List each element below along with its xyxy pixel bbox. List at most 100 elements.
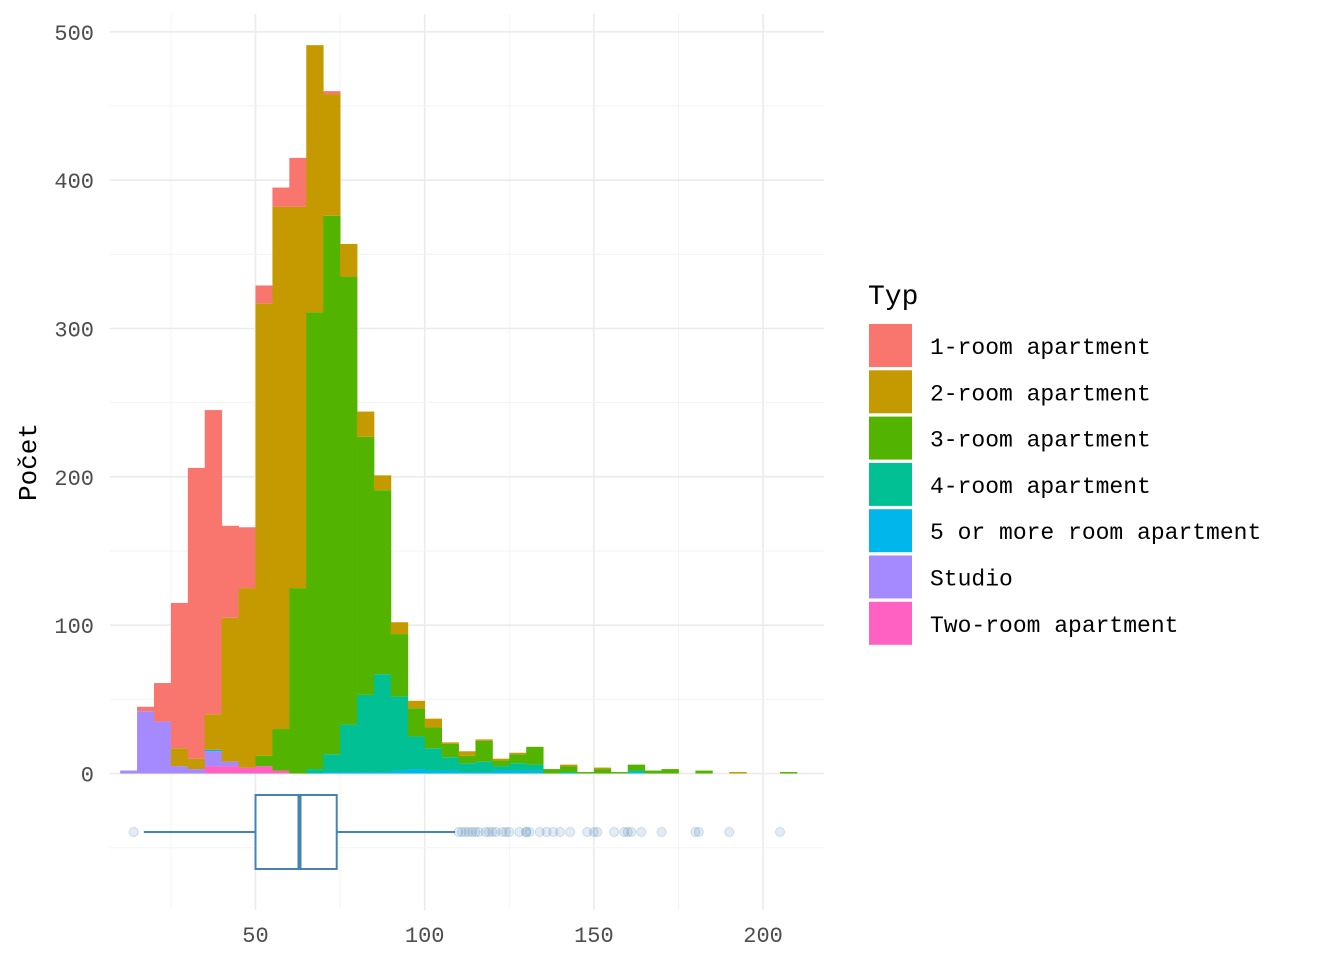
- boxplot-box: [254, 794, 338, 870]
- histogram-bar: [475, 772, 493, 774]
- boxplot-outlier: [724, 827, 735, 837]
- legend-entry-label: 3-room apartment: [930, 428, 1151, 454]
- histogram-bar: [255, 755, 273, 767]
- histogram-bar: [509, 754, 527, 764]
- histogram-bar: [560, 766, 578, 773]
- histogram-bar: [492, 758, 510, 761]
- x-tick-label: 150: [574, 924, 614, 949]
- histogram-bar: [221, 525, 239, 618]
- histogram-bar: [475, 761, 493, 773]
- histogram-bar: [357, 772, 375, 774]
- histogram-bar: [390, 622, 409, 635]
- boxplot-outlier: [626, 827, 637, 837]
- boxplot-outlier: [460, 827, 471, 837]
- histogram-bar: [120, 770, 138, 774]
- histogram-bar: [289, 206, 307, 589]
- boxplot-outlier: [467, 827, 478, 837]
- histogram-bar: [390, 634, 409, 697]
- legend-title: Typ: [868, 282, 918, 313]
- histogram-bar: [306, 769, 324, 774]
- boxplot-outlier: [453, 827, 464, 837]
- histogram-bar: [441, 742, 459, 744]
- histogram-bar: [272, 729, 290, 771]
- histogram-bar: [560, 772, 578, 774]
- histogram-bar: [390, 770, 409, 774]
- histogram-bar: [407, 736, 426, 770]
- boxplot-outlier: [693, 827, 704, 837]
- legend-entry-label: 1-room apartment: [930, 335, 1151, 361]
- boxplot-outlier: [490, 827, 501, 837]
- histogram-bar: [458, 751, 476, 756]
- histogram-bar: [323, 91, 341, 95]
- legend-entry-label: 4-room apartment: [930, 474, 1151, 500]
- histogram-bar: [272, 187, 290, 207]
- histogram-bar: [187, 467, 206, 759]
- histogram-bar: [424, 727, 443, 749]
- histogram-bar: [340, 772, 358, 774]
- histogram-bar: [272, 770, 290, 774]
- histogram-bars: [120, 45, 798, 774]
- histogram-bar: [509, 770, 527, 774]
- boxplot-outlier: [456, 827, 467, 837]
- boxplot-outlier: [622, 827, 633, 837]
- boxplot-outlier: [582, 827, 593, 837]
- histogram-bar: [644, 770, 662, 774]
- y-tick-label: 100: [54, 615, 94, 640]
- histogram-bar: [323, 772, 341, 774]
- histogram-bar: [340, 243, 358, 277]
- legend-swatch: [869, 462, 912, 506]
- histogram-bar: [323, 215, 341, 755]
- histogram-bar: [509, 763, 527, 771]
- histogram-bar: [289, 588, 307, 774]
- histogram-bar: [407, 700, 426, 709]
- histogram-bar: [238, 527, 256, 589]
- axes: Počet 0 100 200 300 400 500 50 100 150 200: [14, 22, 783, 949]
- boxplot-outlier: [609, 827, 620, 837]
- histogram-bar: [593, 769, 612, 774]
- legend-entry-label: 5 or more room apartment: [930, 520, 1261, 546]
- histogram-bar: [407, 769, 426, 774]
- histogram-bar: [221, 617, 239, 762]
- histogram-bar: [340, 724, 358, 773]
- boxplot-outlier: [656, 827, 667, 837]
- histogram-bar: [627, 772, 646, 774]
- histogram-bar: [204, 751, 223, 767]
- histogram-bar: [187, 769, 206, 774]
- histogram-bar: [204, 766, 223, 774]
- histogram-bar: [373, 674, 392, 773]
- legend-entry-label: Studio: [930, 567, 1013, 593]
- boxplot-outlier: [588, 827, 599, 837]
- legend-swatch: [869, 324, 912, 367]
- legend: Typ 1-room apartment 2-room apartment 3-ro…: [868, 282, 1261, 645]
- histogram-bar: [255, 285, 273, 304]
- boxplot-outlier: [500, 827, 511, 837]
- histogram-bar: [221, 766, 239, 774]
- histogram-bar: [576, 772, 595, 774]
- boxplot-outlier: [565, 827, 576, 837]
- y-axis-title: Počet: [14, 423, 44, 501]
- legend-entry-label: 2-room apartment: [930, 381, 1151, 407]
- histogram-bar: [593, 767, 612, 770]
- boxplot-outlier: [555, 827, 566, 837]
- histogram-bar: [238, 588, 256, 768]
- boxplot-outlier: [514, 827, 525, 837]
- boxplot-outlier: [541, 827, 552, 837]
- boxplot-outlier: [480, 827, 491, 837]
- histogram-bar: [221, 761, 239, 767]
- boxplot-outlier: [521, 827, 532, 837]
- boxplot-outlier: [521, 827, 532, 837]
- histogram-bar: [458, 763, 476, 773]
- histogram-bar: [373, 772, 392, 774]
- boxplot-outlier: [473, 827, 484, 837]
- x-tick-label: 200: [743, 924, 783, 949]
- histogram-bar: [153, 683, 172, 722]
- histogram-bar: [492, 770, 510, 774]
- x-tick-label: 100: [405, 924, 445, 949]
- histogram-bar: [475, 739, 493, 741]
- boxplot-outlier: [636, 827, 647, 837]
- histogram-bar: [153, 721, 172, 774]
- y-tick-label: 500: [54, 22, 94, 47]
- boxplot-outlier: [487, 827, 498, 837]
- boxplot-outlier: [534, 827, 545, 837]
- histogram-bar: [441, 770, 459, 774]
